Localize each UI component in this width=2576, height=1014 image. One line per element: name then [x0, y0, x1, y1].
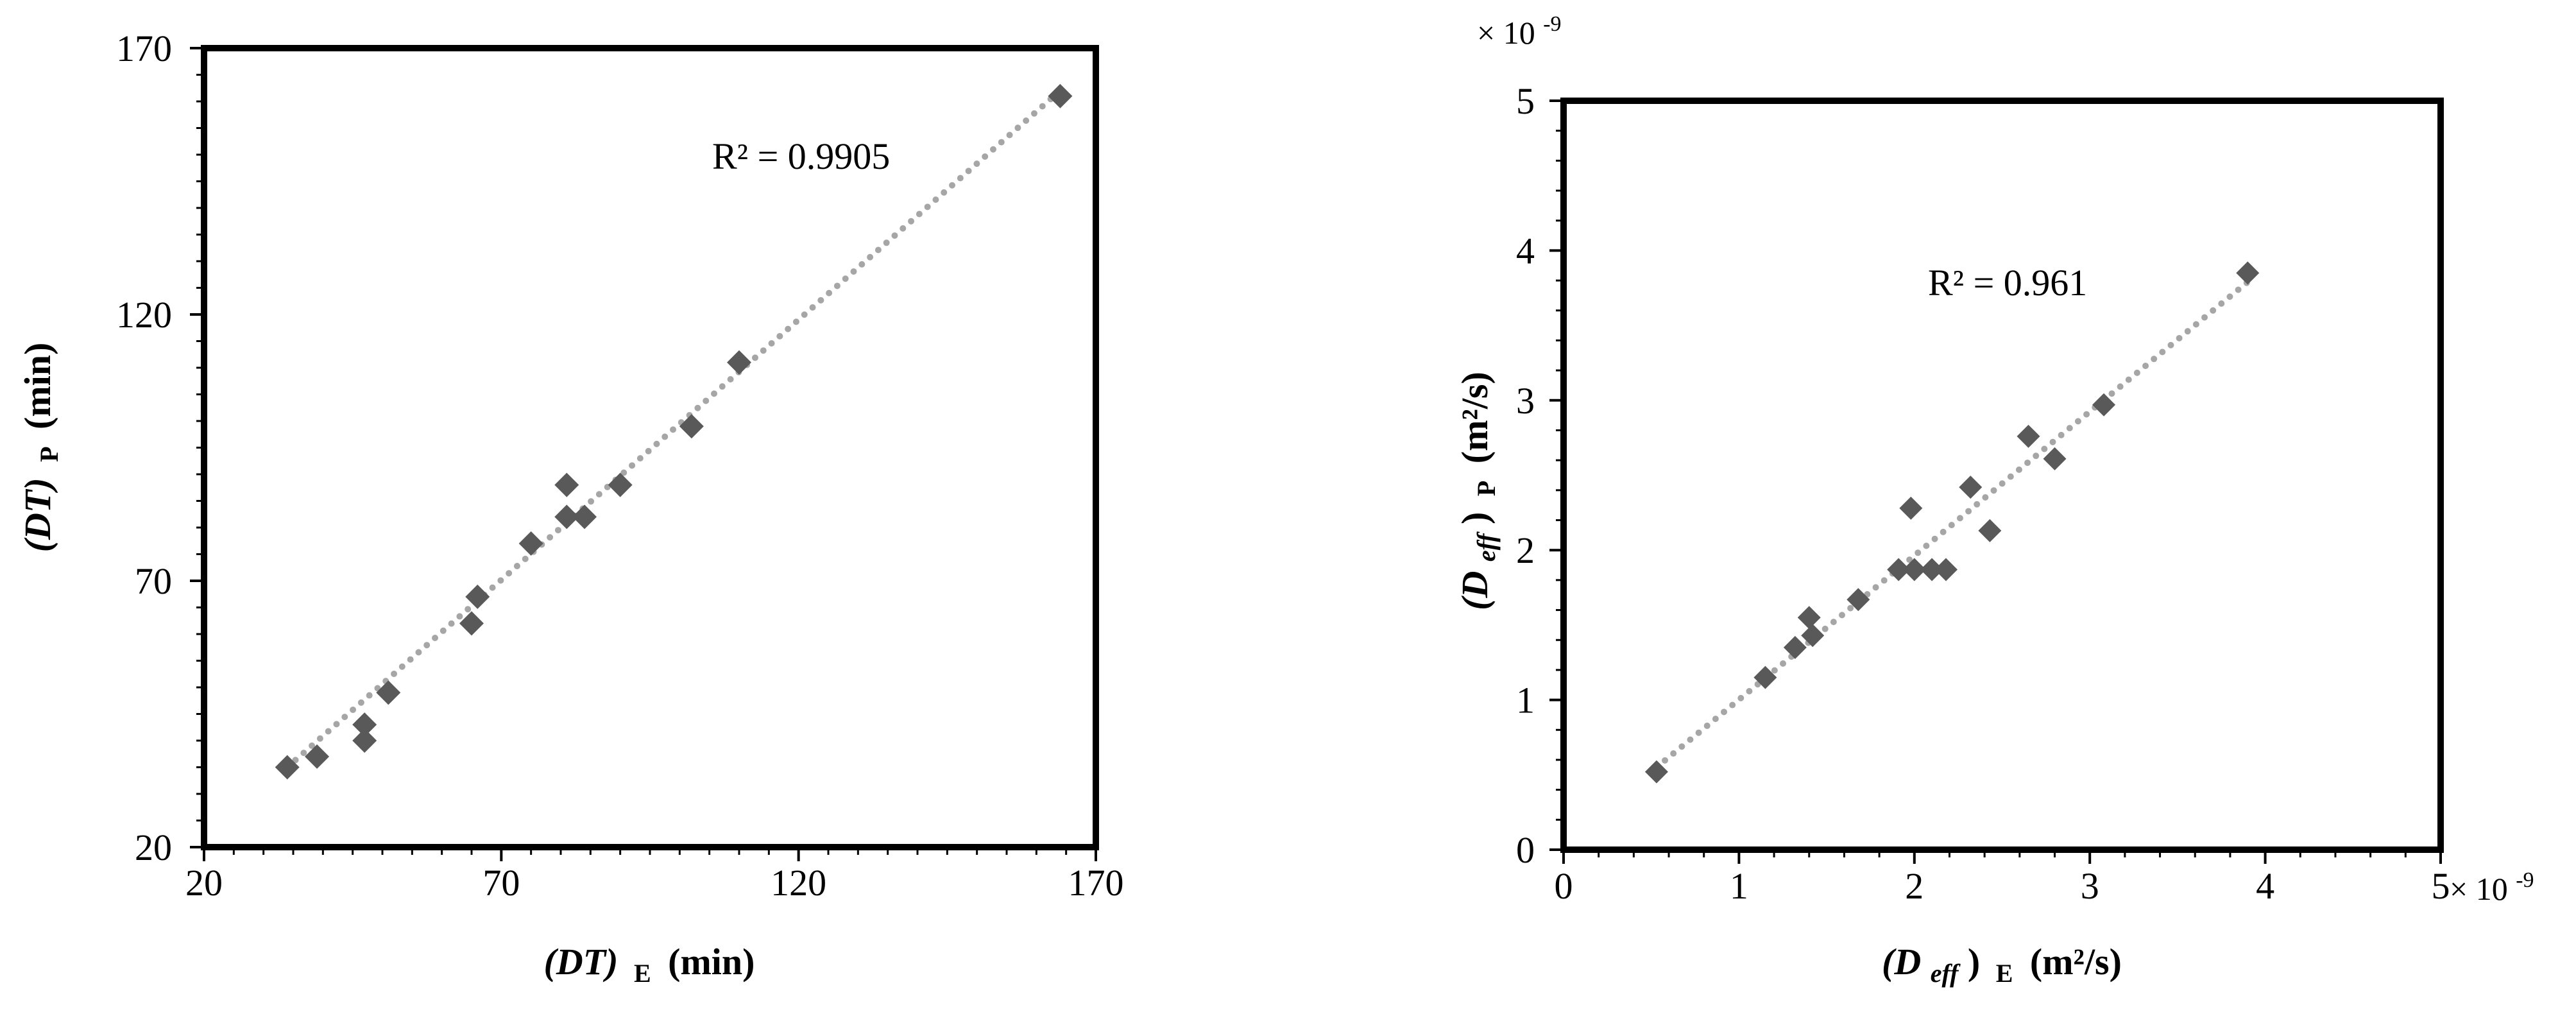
- deff-data-point: [2236, 261, 2260, 285]
- deff-data-point: [1978, 519, 2002, 542]
- deff-data-point: [1847, 588, 1870, 612]
- dt-y-axis-main: (DT): [17, 477, 58, 552]
- dt-tick-labels: 20 70 120 170 20 70 120 170: [116, 28, 1124, 904]
- dt-data-point: [352, 728, 377, 753]
- deff-x-axis-title: (D eff ) E (m²/s): [1882, 941, 2122, 990]
- dt-data-point: [305, 744, 330, 769]
- dt-r2-label: R² = 0.9905: [712, 135, 890, 177]
- deff-data-point: [2092, 393, 2116, 417]
- deff-x-axis-italic-sub: eff: [1931, 959, 1961, 988]
- dt-trendline-path: [284, 87, 1064, 771]
- deff-y-tick-label: 4: [1516, 230, 1535, 271]
- deff-y-axis-title: (D eff ) P (m²/s): [1454, 372, 1503, 610]
- deff-data-point: [1920, 558, 1944, 581]
- deff-plot-frame: [1560, 98, 2444, 853]
- dt-y-axis-sub: P: [35, 446, 64, 461]
- dt-data-point: [554, 504, 579, 529]
- dt-chart: 20 70 120 170 20 70 120 170 R² = 0.9905 (DT) E …: [17, 28, 1124, 990]
- deff-x-axis-sub: E: [1996, 959, 2013, 988]
- dt-x-tick-label: 170: [1068, 862, 1124, 904]
- deff-data-points: [1644, 261, 2260, 784]
- deff-data-point: [2043, 447, 2067, 470]
- deff-y-exponent-power: -9: [1543, 12, 1561, 36]
- deff-x-tick-label: 1: [1730, 865, 1748, 907]
- deff-r2-label: R² = 0.961: [1928, 262, 2087, 304]
- deff-data-point: [1899, 496, 1923, 520]
- deff-y-exponent: × 10 -9: [1477, 12, 1562, 51]
- deff-y-axis-sub: P: [1472, 481, 1501, 496]
- deff-trendline-path: [1653, 279, 2251, 771]
- deff-y-axis-unit: (m²/s): [1454, 372, 1496, 463]
- dt-data-point: [608, 472, 633, 497]
- dt-y-tick-label: 120: [116, 294, 172, 336]
- deff-trendline: [1653, 279, 2251, 771]
- deff-data-point: [1934, 558, 1958, 581]
- dt-data-point: [572, 504, 597, 529]
- deff-y-tick-label: 1: [1516, 680, 1535, 721]
- deff-data-point: [1959, 476, 1983, 499]
- dt-x-tick-label: 120: [771, 862, 826, 904]
- deff-x-tick-label: 3: [2081, 865, 2099, 907]
- deff-y-exponent-base: × 10: [1477, 15, 1535, 51]
- deff-x-tick-label: 0: [1555, 865, 1573, 907]
- dt-data-point: [679, 414, 704, 439]
- dt-data-point: [352, 712, 377, 737]
- deff-x-axis-unit: (m²/s): [2030, 941, 2122, 983]
- deff-x-exponent-base: × 10: [2450, 871, 2508, 907]
- dt-axis-ticks: [190, 47, 1097, 861]
- deff-tick-labels: 0 1 2 3 4 5 0 1 2 3 4 5: [1516, 80, 2450, 907]
- deff-x-tick-label: 5: [2432, 865, 2450, 907]
- dt-y-axis-title: (DT) P (min): [17, 343, 66, 553]
- dt-y-tick-label: 70: [135, 560, 172, 602]
- dt-data-point: [275, 755, 300, 780]
- deff-data-point: [1753, 666, 1777, 689]
- dt-data-point: [518, 531, 543, 556]
- dt-x-axis-unit: (min): [668, 941, 755, 983]
- dt-x-tick-label: 20: [185, 862, 223, 904]
- dt-y-tick-label: 20: [135, 827, 172, 868]
- deff-data-point: [1644, 760, 1668, 784]
- deff-data-point: [1801, 624, 1825, 648]
- dt-x-axis-title: (DT) E (min): [544, 941, 755, 990]
- dt-plot-frame: [201, 45, 1099, 850]
- dt-data-points: [275, 83, 1073, 780]
- deff-data-point: [1887, 558, 1911, 581]
- deff-y-axis-main: (D: [1454, 571, 1496, 610]
- deff-x-axis-close: ): [1968, 941, 1980, 983]
- deff-y-tick-label: 3: [1516, 380, 1535, 422]
- dt-y-axis-unit: (min): [17, 343, 58, 429]
- dt-x-axis-sub: E: [634, 959, 651, 988]
- deff-x-tick-label: 2: [1905, 865, 1923, 907]
- dt-data-point: [727, 350, 751, 375]
- deff-data-point: [1797, 606, 1821, 630]
- deff-y-tick-label: 2: [1516, 529, 1535, 571]
- dt-data-point: [459, 611, 484, 636]
- dt-data-point: [376, 680, 401, 705]
- dt-x-tick-label: 70: [482, 862, 520, 904]
- deff-y-axis-italic-sub: eff: [1472, 531, 1501, 562]
- deff-y-tick-label: 5: [1516, 80, 1535, 122]
- dt-data-point: [465, 584, 490, 609]
- dt-x-axis-main: (DT): [544, 941, 618, 983]
- deff-x-exponent-power: -9: [2516, 868, 2534, 892]
- deff-y-axis-close: ): [1454, 512, 1496, 524]
- dt-data-point: [554, 472, 579, 497]
- deff-x-tick-label: 4: [2256, 865, 2274, 907]
- deff-data-point: [1783, 635, 1807, 659]
- dt-y-tick-label: 170: [116, 28, 172, 69]
- deff-y-tick-label: 0: [1516, 829, 1535, 871]
- deff-x-exponent: × 10 -9: [2450, 868, 2534, 907]
- dt-data-point: [1048, 83, 1073, 108]
- dt-trendline: [284, 87, 1064, 771]
- deff-data-point: [2017, 424, 2040, 448]
- deff-x-axis-main: (D: [1882, 941, 1921, 983]
- deff-data-point: [1902, 558, 1926, 581]
